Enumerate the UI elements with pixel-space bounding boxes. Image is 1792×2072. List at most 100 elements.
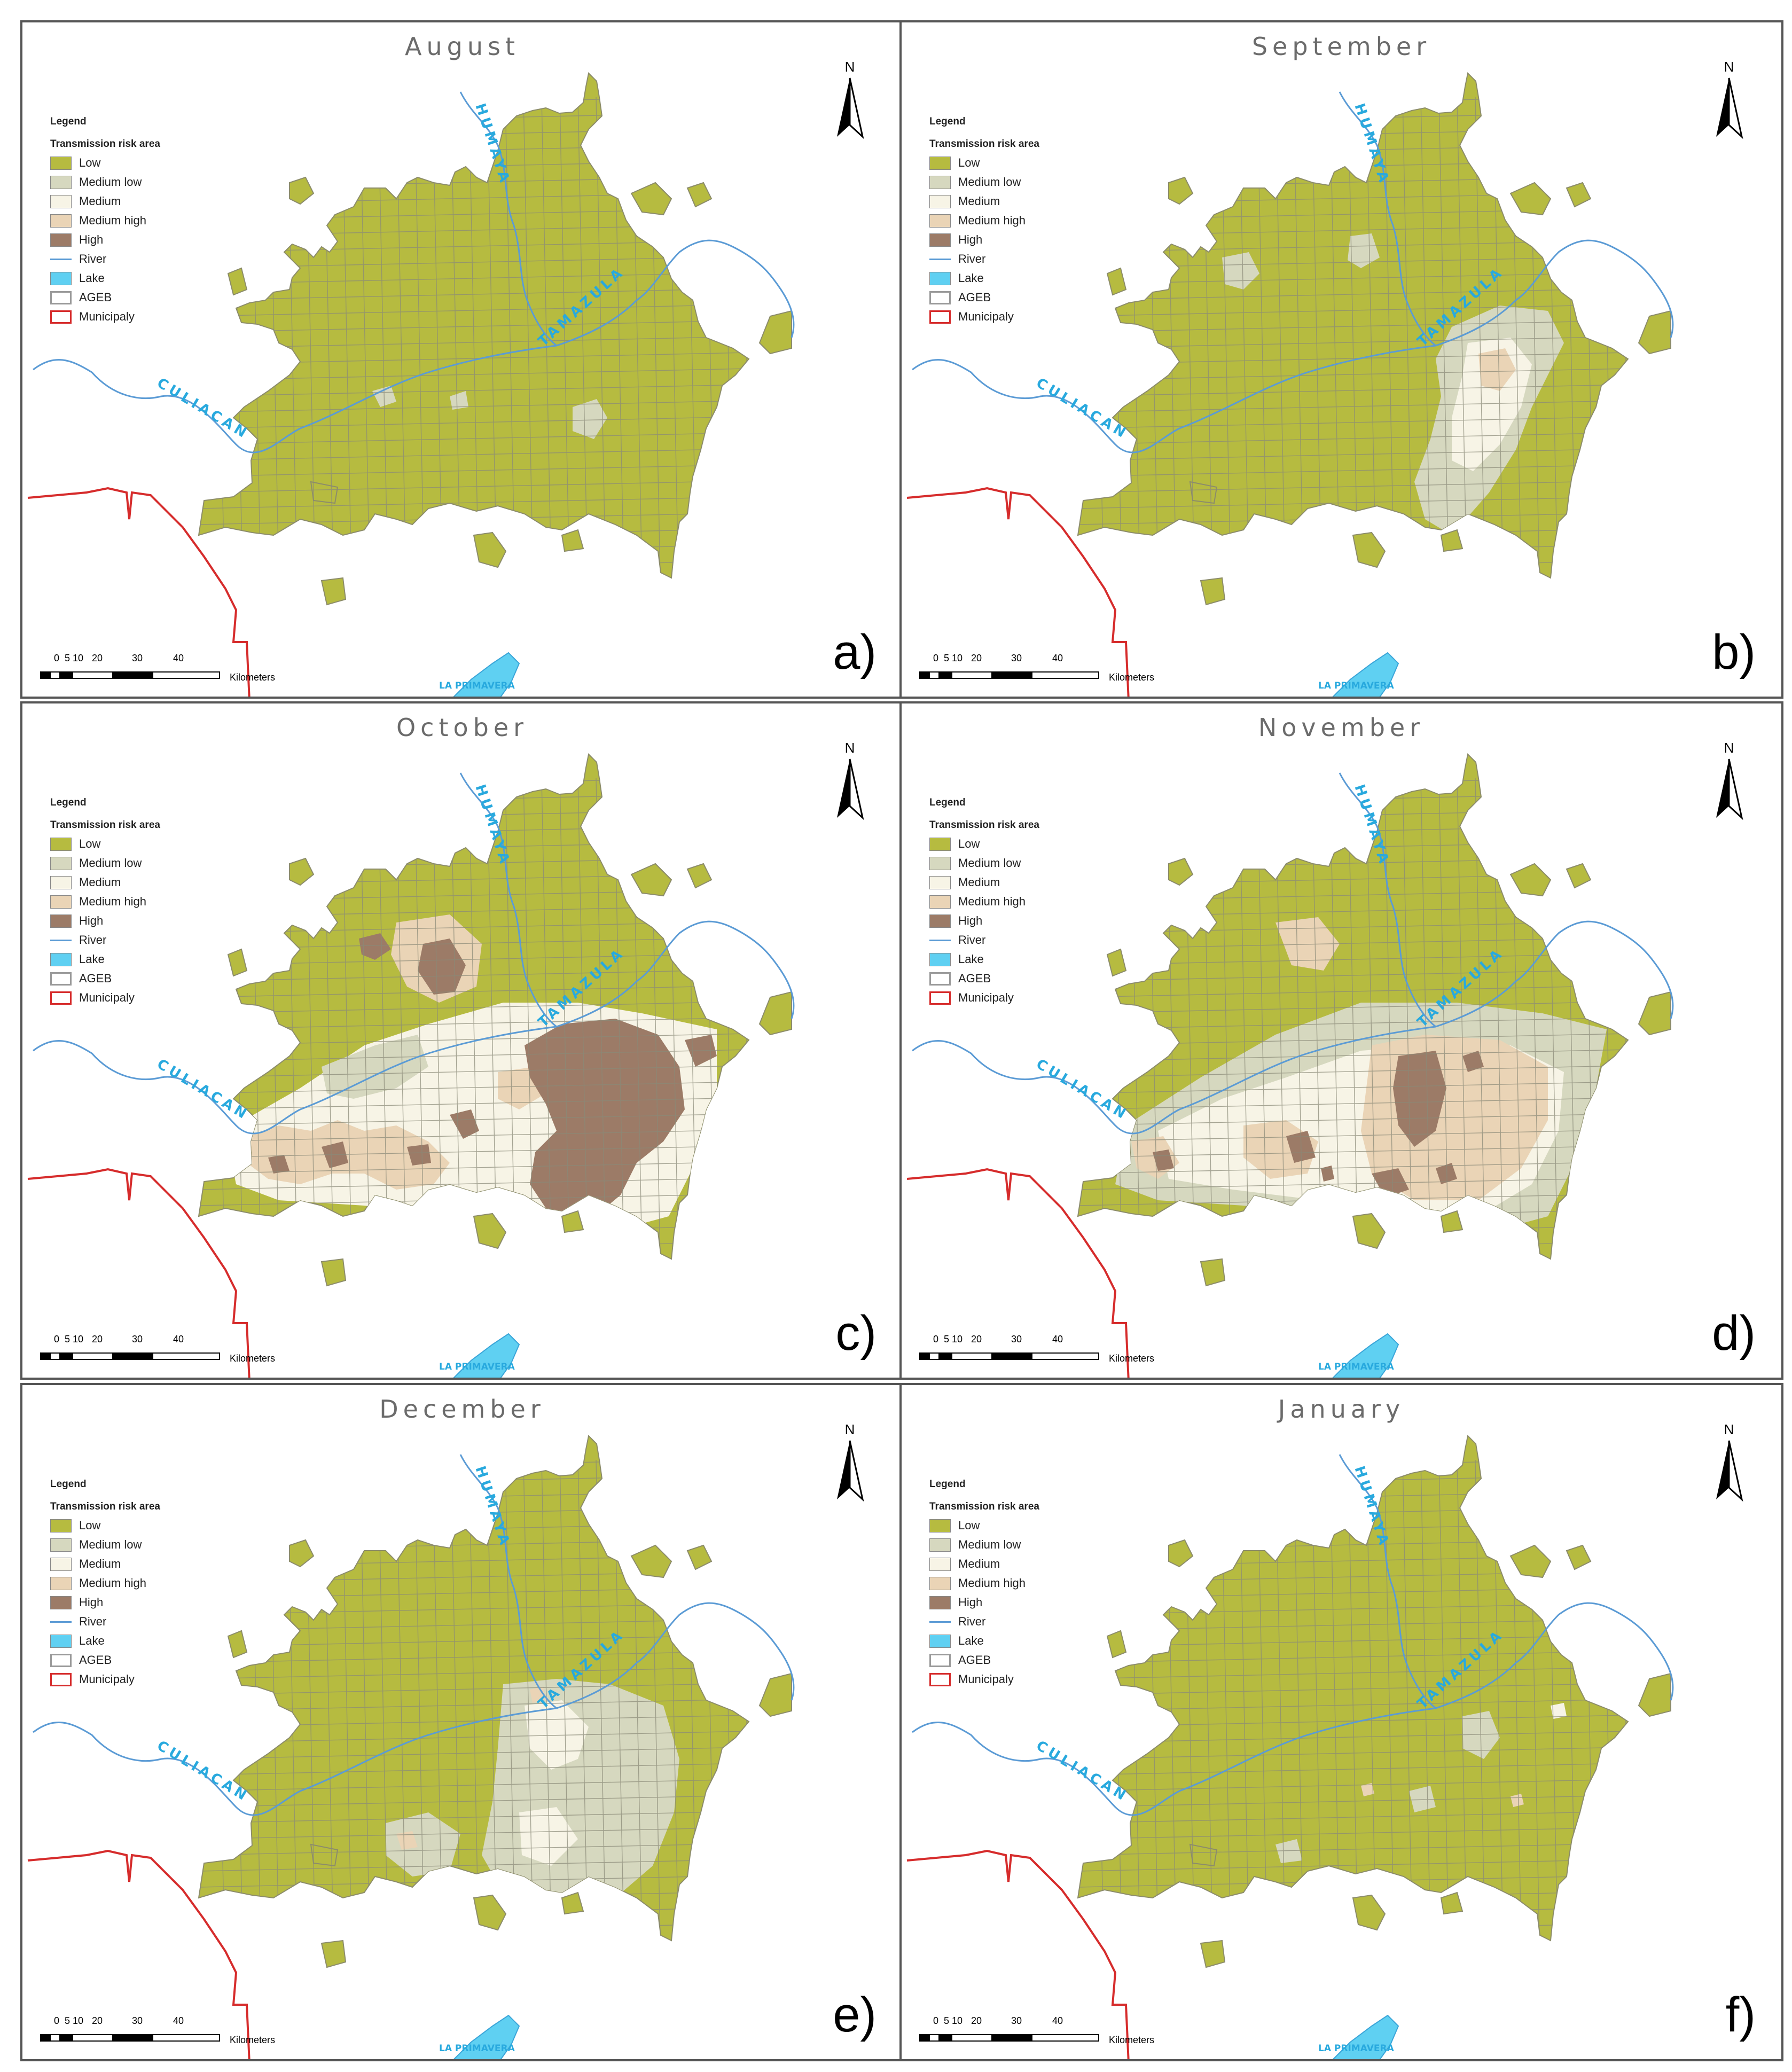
scale-segment: [991, 671, 1032, 679]
month-title: August: [405, 32, 520, 61]
legend-swatch: [929, 856, 951, 870]
legend-swatch: [50, 1621, 72, 1623]
legend-item: Municipaly: [929, 988, 1039, 1007]
scale-unit-label: Kilometers: [1109, 672, 1155, 683]
legend-items: Low Medium low Medium Medium high High River L…: [929, 153, 1039, 326]
scale-tick-label: 30: [1011, 1334, 1022, 1344]
legend-items: Low Medium low Medium Medium high High River L…: [929, 1516, 1039, 1689]
legend-title: Legend: [929, 116, 966, 127]
legend-item: AGEB: [50, 288, 160, 307]
legend-swatch: [929, 175, 951, 189]
scale-segment: [72, 671, 113, 679]
legend-item: Low: [929, 1516, 1039, 1535]
map-canvas: [906, 1434, 1674, 2059]
scale-unit-label: Kilometers: [1109, 2035, 1155, 2045]
legend-label: Medium low: [958, 856, 1021, 870]
legend-label: High: [79, 233, 104, 246]
scale-tick-label: 30: [131, 653, 143, 663]
legend-swatch: [929, 156, 951, 170]
outlying-ageb: [1638, 991, 1671, 1036]
outlying-ageb: [1106, 267, 1127, 296]
scale-segment: [59, 2034, 73, 2042]
legend-label: Medium: [79, 1557, 121, 1570]
risk-zones: [372, 386, 607, 439]
legend-item: River: [50, 1612, 160, 1631]
scale-bar: 0 5 10 20 30 40 Kilometers: [38, 653, 316, 685]
north-label: N: [844, 59, 855, 75]
legend-subtitle: Transmission risk area: [50, 138, 160, 150]
risk-zone-high: [450, 1109, 479, 1139]
legend-label: Lake: [958, 271, 984, 285]
outlying-ageb: [686, 182, 713, 208]
legend-swatch: [50, 1538, 72, 1552]
legend-items: Low Medium low Medium Medium high High River L…: [50, 153, 160, 326]
scale-tick-label: 40: [1052, 1334, 1063, 1344]
panel-label: c): [835, 1306, 877, 1361]
outlying-ageb: [1352, 1213, 1386, 1249]
scale-segment: [112, 2034, 153, 2042]
legend-swatch: [929, 1576, 951, 1590]
outlying-ageb: [1168, 857, 1194, 886]
scale-tick-label: 10: [951, 653, 963, 663]
panel-label: e): [833, 1988, 877, 2042]
outlying-ageb: [758, 310, 792, 355]
legend-item: River: [929, 1612, 1039, 1631]
scale-segment: [50, 2034, 60, 2042]
scale-tick-label: 20: [91, 1334, 103, 1344]
north-arrow: N: [1713, 59, 1745, 150]
scale-segment: [72, 2034, 113, 2042]
legend-swatch: [50, 1653, 72, 1667]
legend-label: High: [79, 914, 104, 927]
legend: Legend Transmission risk area Low Medium …: [50, 1479, 160, 1689]
legend-label: Low: [79, 1519, 101, 1532]
legend-label: Medium low: [958, 175, 1021, 189]
legend: Legend Transmission risk area Low Medium …: [50, 116, 160, 326]
legend-item: River: [929, 931, 1039, 950]
scale-segment: [152, 1352, 220, 1360]
north-arrow: N: [834, 1421, 866, 1512]
legend-item: High: [929, 911, 1039, 931]
outlying-ageb: [1200, 1940, 1226, 1968]
legend-item: Medium low: [929, 173, 1039, 192]
outlying-ageb: [227, 1630, 248, 1659]
legend-swatch: [929, 1653, 951, 1667]
scale-bar: 0 5 10 20 30 40 Kilometers: [38, 2015, 316, 2047]
legend-swatch: [50, 856, 72, 870]
river-culiacan: [33, 345, 557, 454]
legend-swatch: [50, 156, 72, 170]
outlying-ageb: [310, 481, 339, 504]
outlying-ageb: [1189, 1843, 1218, 1867]
legend-swatch: [929, 1519, 951, 1533]
scale-tick-label: 40: [173, 2015, 184, 2026]
scale-segment: [112, 671, 153, 679]
legend-item: Low: [50, 153, 160, 173]
scale-segment: [929, 1352, 940, 1360]
outlying-ageb: [320, 1258, 347, 1287]
scale-segment: [991, 1352, 1032, 1360]
legend-swatch: [50, 991, 72, 1005]
map-panel-d: November Legend Transmission risk area L…: [899, 701, 1783, 1380]
legend-item: Municipaly: [50, 1670, 160, 1689]
legend-item: High: [50, 230, 160, 249]
map-panel-c: October Legend Transmission risk area Lo…: [20, 701, 904, 1380]
scale-segment: [152, 2034, 220, 2042]
legend-subtitle: Transmission risk area: [50, 819, 160, 831]
legend-swatch: [50, 895, 72, 909]
legend-swatch: [929, 914, 951, 928]
legend-swatch: [50, 214, 72, 228]
north-label: N: [1724, 740, 1734, 756]
legend-item: Lake: [929, 269, 1039, 288]
scale-tick-label: 0: [53, 1334, 60, 1344]
legend-swatch: [50, 233, 72, 247]
scale-bar: 0 5 10 20 30 40 Kilometers: [918, 2015, 1195, 2047]
legend-label: Lake: [79, 271, 105, 285]
north-arrow: N: [1713, 1421, 1745, 1512]
risk-zone-medium-high: [396, 1831, 418, 1850]
legend-item: Lake: [929, 1631, 1039, 1651]
legend-swatch: [50, 952, 72, 966]
legend-subtitle: Transmission risk area: [929, 1501, 1039, 1512]
river-culiacan: [912, 1707, 1436, 1816]
outlying-ageb: [1106, 1630, 1127, 1659]
legend: Legend Transmission risk area Low Medium …: [929, 1479, 1039, 1689]
outlying-ageb: [1509, 1544, 1552, 1578]
